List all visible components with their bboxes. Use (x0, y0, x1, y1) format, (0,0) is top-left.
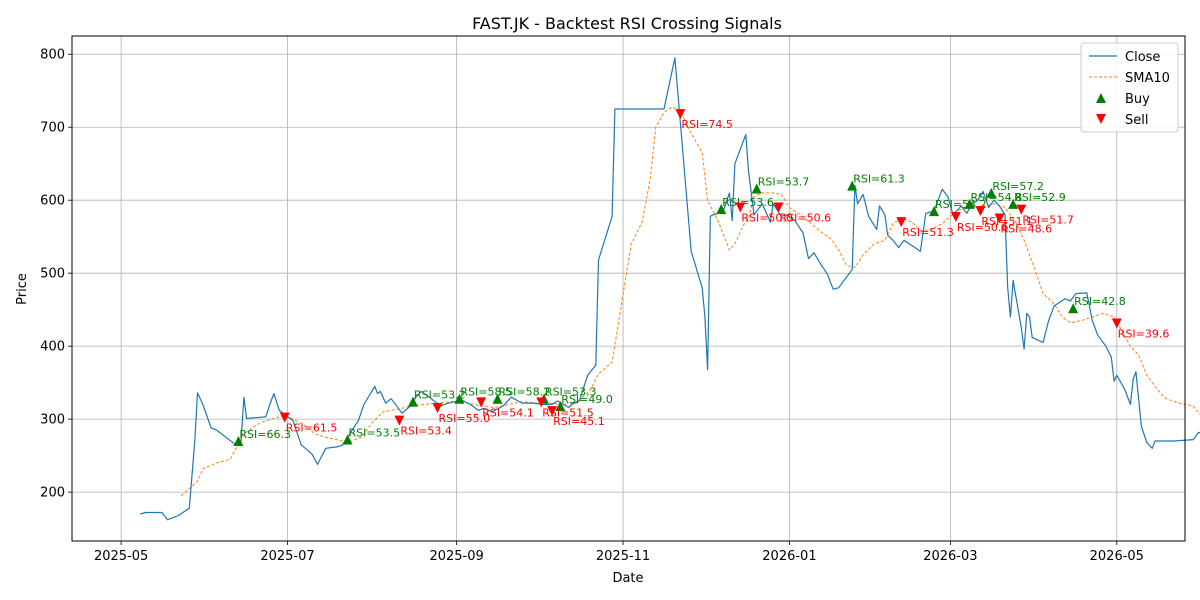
sell-marker (476, 397, 487, 408)
buy-rsi-label: RSI=54.8 (970, 191, 1022, 204)
sell-marker (536, 397, 547, 408)
sell-rsi-label: RSI=54.1 (482, 406, 534, 419)
sell-marker (279, 412, 290, 423)
buy-rsi-label: RSI=53.5 (349, 427, 401, 440)
chart-title: FAST.JK - Backtest RSI Crossing Signals (472, 14, 782, 33)
sell-marker (994, 213, 1005, 224)
buy-marker (1068, 303, 1079, 314)
close-line (140, 57, 1200, 521)
sell-marker (1111, 318, 1122, 329)
x-tick-label: 2026-01 (762, 549, 816, 564)
y-tick-label: 600 (40, 194, 65, 209)
y-tick-label: 400 (40, 340, 65, 355)
sell-marker (975, 206, 986, 217)
buy-marker (751, 183, 762, 194)
buy-marker (716, 203, 727, 214)
sell-rsi-label: RSI=61.5 (286, 422, 338, 435)
x-tick-label: 2025-09 (429, 549, 483, 564)
x-axis: 2025-05 2025-07 2025-09 2025-11 2026-01 2026-… (94, 541, 1144, 564)
sell-marker (675, 109, 686, 120)
sma-layer (180, 106, 1200, 497)
buy-rsi-label: RSI=42.8 (1074, 295, 1126, 308)
legend-sell-label: Sell (1125, 113, 1148, 128)
sma10-line (180, 106, 1200, 497)
y-tick-label: 700 (40, 121, 65, 136)
buy-marker (407, 396, 418, 407)
buy-marker (847, 180, 858, 191)
legend-close-label: Close (1125, 50, 1160, 65)
sell-rsi-label: RSI=51.1 (981, 215, 1033, 228)
sell-marker (950, 211, 961, 222)
sell-marker (547, 406, 558, 417)
sell-rsi-label: RSI=50.6 (957, 221, 1009, 234)
y-axis: 200 300 400 500 600 700 800 (40, 48, 72, 501)
sell-rsi-label: RSI=50.6 (780, 211, 832, 224)
sell-rsi-label: RSI=51.7 (1022, 214, 1074, 227)
buy-marker (1008, 198, 1019, 209)
legend-buy-label: Buy (1125, 92, 1150, 107)
legend-buy-marker (1096, 93, 1106, 103)
buy-rsi-label: RSI=49.0 (561, 393, 613, 406)
sell-rsi-label: RSI=39.6 (1118, 328, 1170, 341)
sell-marker (432, 403, 443, 414)
plot-frame (71, 35, 1186, 542)
sell-rsi-label: RSI=55.0 (439, 412, 491, 425)
buy-rsi-label: RSI=66.3 (239, 428, 291, 441)
close-layer (140, 57, 1200, 521)
x-tick-label: 2025-05 (94, 549, 148, 564)
y-tick-label: 800 (40, 48, 65, 63)
sell-rsi-label: RSI=45.1 (553, 415, 605, 428)
buy-rsi-label: RSI=53.3 (545, 386, 597, 399)
grid (72, 36, 1185, 541)
sell-rsi-label: RSI=51.3 (902, 226, 954, 239)
buy-rsi-label: RSI=58.5 (460, 386, 512, 399)
sell-rsi-label: RSI=74.5 (681, 118, 733, 131)
sell-rsi-label: RSI=50.0 (741, 211, 793, 224)
buy-rsi-label: RSI=57.2 (992, 180, 1044, 193)
buy-rsi-label: RSI=52.9 (1014, 191, 1066, 204)
legend-sma-label: SMA10 (1125, 71, 1170, 86)
buy-marker (454, 393, 465, 404)
buy-rsi-label: RSI=61.3 (853, 173, 905, 186)
x-tick-label: 2026-03 (923, 549, 977, 564)
buy-marker (342, 434, 353, 445)
buy-rsi-label: RSI=53.6 (722, 196, 774, 209)
y-tick-label: 200 (40, 486, 65, 501)
y-tick-label: 300 (40, 413, 65, 428)
buy-marker (492, 393, 503, 404)
x-tick-label: 2025-11 (596, 549, 650, 564)
x-tick-label: 2026-05 (1090, 549, 1144, 564)
buy-rsi-label: RSI=58.2 (499, 386, 551, 399)
x-axis-title: Date (612, 571, 643, 586)
sell-rsi-label: RSI=53.4 (400, 425, 452, 438)
sell-rsi-label: RSI=48.6 (1001, 222, 1053, 235)
y-tick-label: 500 (40, 267, 65, 282)
signals-layer: RSI=66.3 RSI=53.5 RSI=53.2RSI=58.5RSI=58.2… (233, 109, 1170, 447)
sell-marker (394, 415, 405, 426)
legend-box (1080, 42, 1179, 133)
legend: Close SMA10 Buy Sell (1080, 42, 1179, 133)
buy-marker (986, 187, 997, 198)
buy-marker (555, 400, 566, 411)
buy-rsi-label: RSI=53.7 (758, 176, 810, 189)
buy-marker (233, 436, 244, 447)
x-tick-label: 2025-07 (260, 549, 314, 564)
sell-marker (896, 217, 907, 228)
y-axis-title: Price (15, 273, 30, 305)
legend-sell-marker (1096, 114, 1106, 124)
buy-rsi-label: RSI=53.2 (414, 389, 466, 402)
buy-marker (964, 198, 975, 209)
sell-marker (773, 202, 784, 213)
sell-marker (735, 202, 746, 213)
buy-marker (929, 206, 940, 217)
sell-marker (1016, 204, 1027, 215)
